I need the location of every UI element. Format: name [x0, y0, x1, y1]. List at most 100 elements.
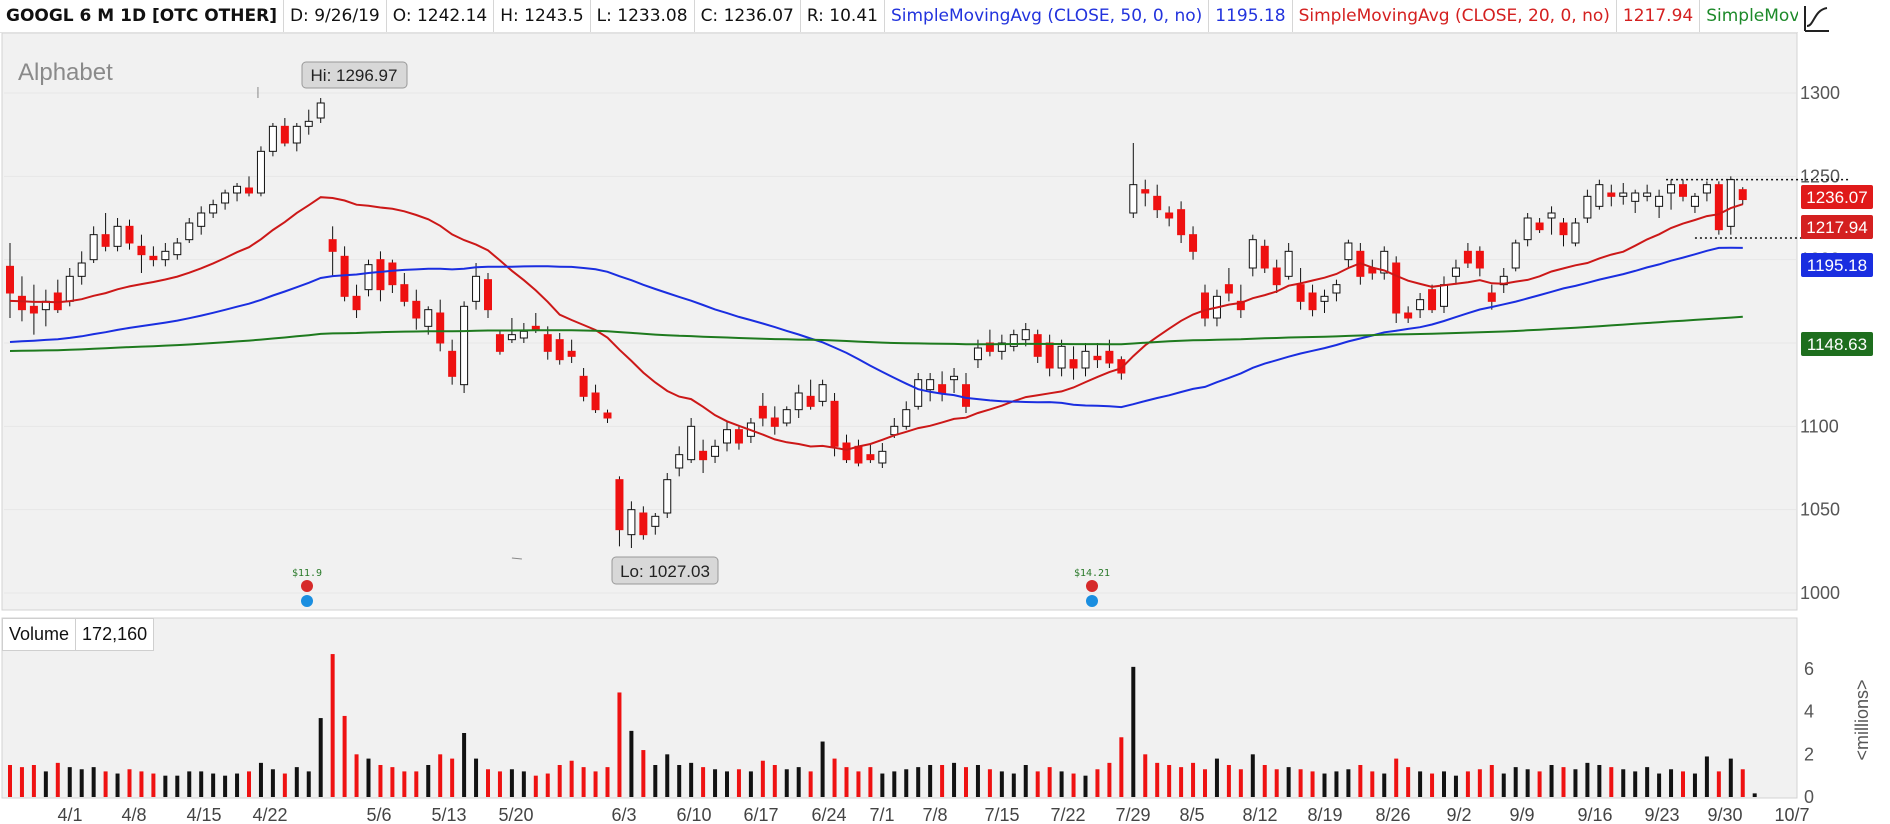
- volume-bar: [1525, 769, 1530, 797]
- candle-body: [137, 245, 146, 256]
- date-tick-label: 8/26: [1375, 805, 1410, 824]
- symbol-label[interactable]: GOOGL 6 M 1D [OTC OTHER]: [0, 0, 284, 32]
- date-tick-label: 4/8: [121, 805, 146, 824]
- candle-body: [1738, 189, 1747, 201]
- candle-body: [926, 379, 935, 391]
- volume-bar: [533, 775, 538, 797]
- candle-body: [328, 239, 337, 252]
- candle: [1702, 181, 1711, 202]
- sma50-study-label[interactable]: SimpleMovingAvg (CLOSE, 50, 0, no): [885, 0, 1210, 32]
- candle: [770, 406, 779, 435]
- candle: [1141, 179, 1150, 207]
- date-tick-label: 9/30: [1707, 805, 1742, 824]
- volume-bar: [175, 775, 180, 797]
- volume-bar: [211, 773, 216, 797]
- candle: [364, 259, 373, 297]
- candle: [1631, 189, 1640, 213]
- candle-body: [723, 429, 731, 444]
- candle: [962, 373, 970, 413]
- volume-bar: [438, 754, 443, 797]
- candle-body: [639, 512, 648, 536]
- tag-value: 1217.94: [1806, 218, 1867, 237]
- candle: [985, 329, 994, 357]
- candle: [1619, 183, 1628, 205]
- date-tick-label: 9/23: [1644, 805, 1679, 824]
- volume-bar: [1214, 758, 1219, 797]
- volume-bar: [1274, 769, 1279, 797]
- candle-body: [938, 384, 947, 394]
- candle-body: [818, 384, 827, 402]
- high-low-callouts: Hi: 1296.97 Lo: 1027.03: [257, 61, 719, 585]
- candle-body: [1643, 192, 1652, 197]
- candle-body: [209, 204, 218, 214]
- date-tick-label: 7/15: [984, 805, 1019, 824]
- volume-label[interactable]: Volume: [9, 624, 70, 644]
- candle: [352, 284, 361, 318]
- candle: [1679, 179, 1687, 202]
- candle: [292, 123, 301, 152]
- volume-bar: [832, 758, 837, 797]
- candle-body: [531, 325, 540, 331]
- candle-body: [1607, 192, 1616, 197]
- candle-body: [412, 300, 421, 319]
- volume-bar: [282, 773, 287, 797]
- candle: [579, 368, 588, 402]
- candle: [1595, 179, 1604, 210]
- candle: [1571, 218, 1580, 247]
- volume-bar: [1549, 765, 1554, 797]
- price-gridlines: [4, 92, 1796, 594]
- candle-body: [902, 409, 911, 427]
- candle: [1344, 239, 1353, 268]
- volume-bar: [1692, 773, 1697, 797]
- volume-bar: [1537, 771, 1542, 797]
- candle-body: [256, 150, 265, 194]
- volume-bar: [725, 771, 729, 797]
- candle-body: [1093, 355, 1102, 361]
- sma200-study-label[interactable]: SimpleMovingAvg ...: [1706, 6, 1798, 26]
- volume-bar: [1489, 765, 1494, 797]
- candle: [1380, 246, 1389, 280]
- volume-bar: [1238, 769, 1243, 797]
- volume-bar: [19, 767, 24, 797]
- volume-series: [8, 654, 1757, 797]
- sma50-line: [9, 246, 1743, 409]
- candle-body: [878, 450, 887, 464]
- candle-body: [854, 445, 863, 464]
- volume-bar: [1585, 762, 1590, 797]
- candle-body: [1523, 217, 1532, 241]
- candle: [1404, 306, 1413, 323]
- candle: [412, 289, 421, 330]
- candle: [268, 123, 277, 157]
- candle-body: [1308, 292, 1317, 311]
- date-tick-label: 9/2: [1446, 805, 1471, 824]
- volume-bar: [1394, 758, 1399, 797]
- candle: [1463, 243, 1472, 268]
- candle: [101, 213, 110, 252]
- candle-body: [185, 222, 194, 241]
- candle: [699, 439, 708, 473]
- volume-tick-label: 0: [1804, 787, 1814, 807]
- candle-body: [1619, 192, 1628, 197]
- volume-bar: [139, 771, 144, 797]
- high-readout: H: 1243.5: [494, 0, 591, 32]
- date-tick-label: 4/1: [57, 805, 82, 824]
- volume-bar: [127, 769, 132, 797]
- candle: [221, 189, 230, 210]
- volume-tick-label: 4: [1804, 702, 1814, 722]
- candle-body: [687, 425, 696, 461]
- date-tick-label: 5/20: [498, 805, 533, 824]
- volume-last-value: 172,160: [75, 619, 153, 650]
- drawing-tools-icon[interactable]: [1800, 2, 1834, 36]
- chart-header: GOOGL 6 M 1D [OTC OTHER] D: 9/26/19 O: 1…: [0, 0, 1798, 33]
- volume-bar: [474, 758, 479, 797]
- candle: [472, 263, 481, 310]
- volume-bar: [964, 767, 968, 797]
- volume-bar: [1155, 762, 1160, 797]
- volume-bar: [1035, 771, 1040, 797]
- sma20-study-label[interactable]: SimpleMovingAvg (CLOSE, 20, 0, no): [1293, 0, 1617, 32]
- volume-bar: [1143, 754, 1148, 797]
- candle-body: [1440, 284, 1448, 307]
- tag-background: [1801, 185, 1873, 209]
- volume-bar: [43, 771, 48, 797]
- volume-bar: [545, 773, 550, 797]
